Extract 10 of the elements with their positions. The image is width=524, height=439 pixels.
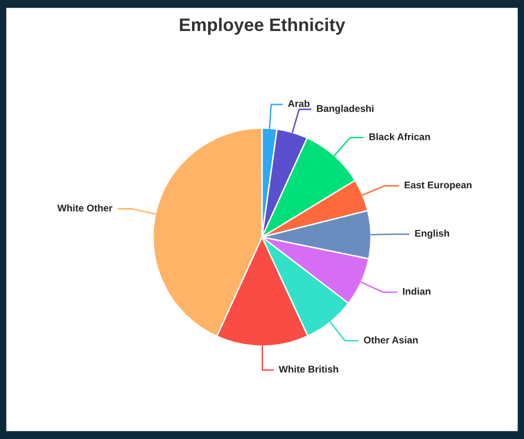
- slice-label: English: [415, 230, 450, 239]
- slice-label: Indian: [402, 288, 430, 295]
- slice-label: Arab: [288, 100, 310, 108]
- slice-label: Other Asian: [364, 336, 418, 344]
- slice-label: White Other: [57, 204, 112, 212]
- slice-label: Black African: [369, 133, 430, 140]
- slice-label: East European: [404, 182, 472, 190]
- slice-label: Bangladeshi: [317, 104, 374, 114]
- chart-title: Employee Ethnicity: [180, 18, 346, 35]
- slice-label: White British: [278, 366, 338, 373]
